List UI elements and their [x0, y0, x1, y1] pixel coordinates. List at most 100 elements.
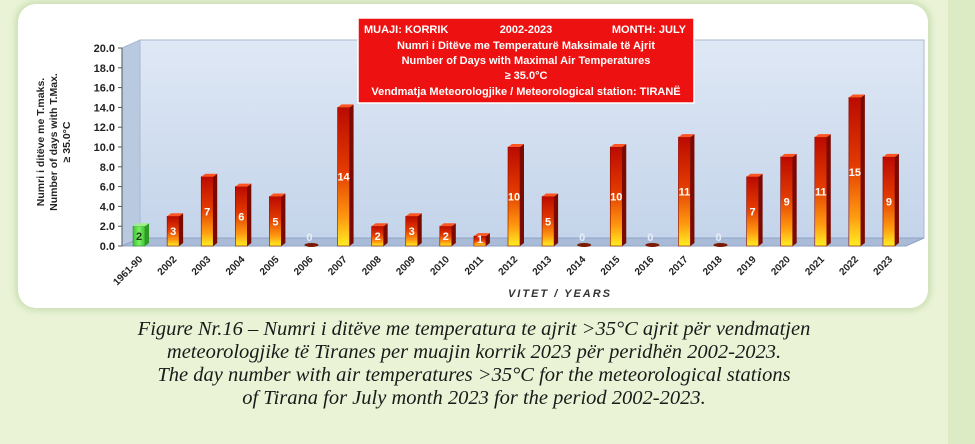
bar-2021: [814, 134, 831, 247]
caption-line-2: meteorologjike të Tiranes per muajin kor…: [166, 341, 782, 363]
data-label: 7: [204, 206, 210, 218]
bar-top: [201, 173, 218, 177]
data-label: 11: [815, 187, 827, 199]
bar-top: [610, 144, 627, 147]
y-tick-label: 16.0: [94, 83, 115, 95]
bar-top: [508, 144, 524, 147]
bar-top: [235, 183, 252, 187]
bar-2023: [882, 153, 899, 247]
bar-2014: [577, 243, 592, 247]
x-axis-label: VITET / YEARS: [508, 288, 612, 300]
bar-1961-90: [132, 223, 150, 247]
x-tick-label: 2004: [224, 254, 248, 278]
bar-side: [349, 104, 354, 247]
x-tick-label: 2014: [565, 254, 589, 278]
x-tick-label: 2005: [258, 254, 282, 278]
y-tick-label: 4.0: [100, 201, 115, 213]
bar-2012: [507, 144, 524, 247]
bar-2002: [166, 213, 184, 247]
y-tick-label: 14.0: [94, 102, 115, 114]
bar-side: [622, 144, 627, 246]
data-label: 14: [337, 172, 350, 184]
bar-zero: [304, 243, 319, 247]
bar-top: [848, 94, 865, 98]
data-label: 3: [409, 226, 415, 238]
y-axis-label-line2: Number of days with T.Max.: [48, 73, 60, 211]
bar-2006: [304, 243, 319, 247]
bar-side: [383, 223, 388, 246]
data-label: 15: [849, 167, 861, 179]
bar-side: [179, 213, 184, 246]
bar-top: [678, 134, 695, 138]
bar-top: [882, 153, 899, 157]
bar-top: [269, 193, 286, 197]
title-period: 2002-2023: [500, 24, 553, 36]
data-label: 9: [886, 196, 892, 208]
y-axis-label-line1: Numri i ditëve me T.maks.: [35, 78, 47, 206]
x-tick-label: 2019: [735, 254, 759, 278]
bar-2005: [269, 193, 286, 247]
x-tick-label: 2003: [190, 254, 214, 278]
y-tick-label: 8.0: [100, 162, 115, 174]
chart-side-wall: [121, 39, 141, 247]
bar-2004: [235, 183, 252, 247]
title-line-albanian: Numri i Ditëve me Temperaturë Maksimale …: [397, 40, 655, 52]
bar-side: [145, 223, 150, 246]
x-tick-label: 1961-90: [111, 254, 145, 288]
y-tick-label: 6.0: [100, 182, 115, 194]
bar-side: [554, 193, 559, 246]
bar-top: [746, 173, 763, 177]
x-tick-label: 2006: [292, 254, 316, 278]
bar-top: [780, 153, 797, 157]
bar-side: [451, 223, 456, 246]
caption-line-3: The day number with air temperatures >35…: [157, 364, 791, 386]
bar-chart: 0.02.04.06.08.010.012.014.016.018.020.0 …: [35, 17, 925, 300]
bar-top: [473, 233, 490, 237]
chart-title-box: MUAJI: KORRIK 2002-2023 MONTH: JULY Numr…: [357, 17, 695, 104]
x-tick-label: 2022: [837, 254, 861, 278]
data-label: 3: [170, 226, 176, 238]
bar-side: [792, 153, 797, 246]
y-tick-label: 10.0: [94, 142, 115, 154]
figure-caption: Figure Nr.16 – Numri i ditëve me tempera…: [0, 318, 948, 410]
x-tick-label: 2017: [667, 254, 691, 278]
y-tick-label: 2.0: [100, 221, 115, 233]
title-threshold: ≥ 35.0°C: [505, 70, 548, 82]
bar-2011: [473, 233, 490, 247]
data-label: 0: [306, 232, 312, 244]
bar-side: [860, 94, 865, 246]
x-tick-label: 2012: [497, 254, 521, 278]
bar-side: [417, 213, 422, 246]
side-strip: [948, 0, 975, 444]
bar-side: [281, 193, 286, 246]
data-label: 6: [238, 211, 244, 223]
bar-2003: [200, 173, 218, 247]
y-tick-label: 12.0: [94, 122, 115, 134]
x-tick-label: 2018: [701, 254, 725, 278]
data-label: 5: [545, 216, 551, 228]
data-label: 11: [679, 187, 691, 199]
x-tick-label: 2010: [428, 254, 452, 278]
bar-side: [826, 134, 831, 246]
bar-top: [371, 223, 388, 227]
caption-line-4: of Tirana for July month 2023 for the pe…: [242, 387, 706, 409]
bar-side: [247, 183, 252, 246]
data-label: 10: [508, 192, 520, 204]
bar-zero: [577, 243, 592, 247]
chart-panel: 0.0 2.0 4.0 6.0 8.0 10.0 12.0 14.0 16.0 18.0 20.0 …: [18, 4, 928, 308]
bar-2019: [746, 173, 763, 247]
bar-side: [758, 173, 763, 246]
y-tick-label: 18.0: [94, 63, 115, 75]
x-tick-label: 2015: [599, 254, 623, 278]
x-tick-label: 2002: [156, 254, 180, 278]
bar-2016: [645, 243, 660, 247]
title-month-en: MONTH: JULY: [612, 24, 687, 36]
bar-2007: [337, 104, 354, 247]
bar-2010: [439, 223, 456, 247]
data-label: 0: [715, 232, 721, 244]
x-tick-label: 2011: [463, 254, 486, 277]
bar-top: [542, 193, 559, 197]
x-tick-label: 2020: [769, 254, 793, 278]
y-tick-label: 20.0: [94, 43, 115, 55]
y-axis-label: Numri i ditëve me T.maks. Number of days…: [35, 73, 73, 211]
